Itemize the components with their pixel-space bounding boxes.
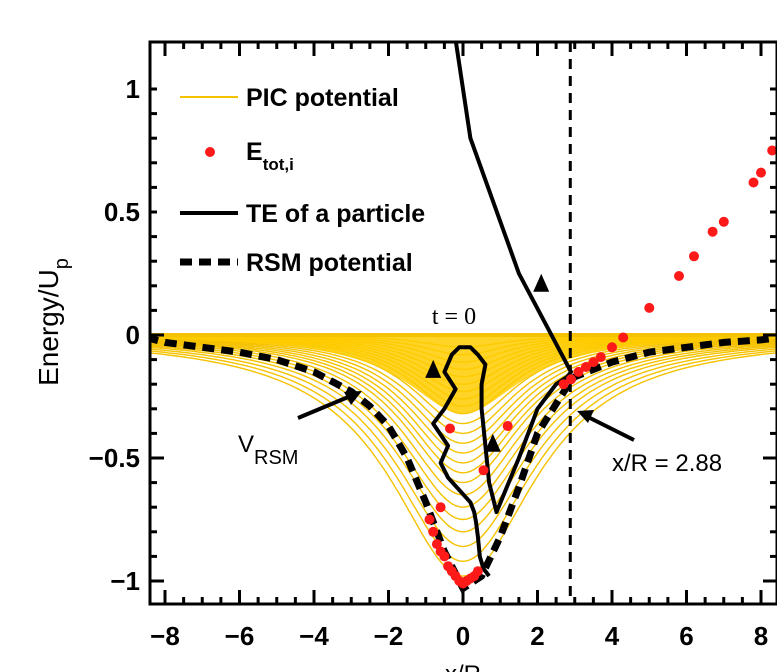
etot-point [573, 366, 584, 377]
annotation-xr: x/R = 2.88 [577, 410, 722, 477]
particle-te-curve [431, 42, 573, 578]
pic-curve [150, 338, 777, 435]
x-axis-label: x/R [445, 661, 481, 672]
etot-point [618, 332, 629, 343]
annotation-t0: t = 0 [432, 304, 476, 330]
particle-direction-arrows [425, 273, 550, 452]
pic-curve [150, 345, 777, 521]
etot-point [689, 251, 699, 262]
x-tick-label: −8 [150, 621, 180, 651]
svg-text:VRSM: VRSM [238, 431, 298, 469]
x-tick-label: 6 [679, 621, 693, 651]
annotation-vrsm: VRSM [238, 391, 362, 469]
legend: PIC potential Etot,i TE of a particle RS… [180, 84, 425, 277]
pic-curve [150, 338, 777, 444]
etot-point [431, 539, 442, 550]
etot-point [502, 421, 513, 431]
etot-point [566, 374, 576, 385]
etot-point [478, 465, 489, 476]
etot-point [435, 502, 446, 513]
x-tick-label: −6 [225, 621, 255, 651]
etot-point [644, 302, 655, 313]
rsm-potential-curve [150, 334, 777, 594]
etot-point [607, 342, 617, 353]
x-tick-label: 4 [605, 621, 620, 651]
etot-point [707, 226, 718, 237]
y-tick-label: 0.5 [104, 197, 140, 227]
legend-label-rsm: RSM potential [246, 249, 413, 277]
etot-point [588, 357, 599, 368]
etot-point [756, 167, 766, 178]
particle-arrow [533, 273, 550, 292]
x-tick-label: 8 [754, 621, 768, 651]
svg-text:x/R = 2.88: x/R = 2.88 [612, 450, 722, 477]
particle-arrow [484, 433, 501, 452]
etot-point [472, 566, 483, 577]
particle-arrow [425, 359, 442, 378]
etot-point [674, 271, 684, 281]
pic-curve [150, 350, 777, 563]
x-tick-label: 2 [530, 621, 544, 651]
y-tick-label: 0 [126, 320, 140, 350]
pic-curve [150, 352, 777, 577]
legend-label-pic: PIC potential [246, 84, 399, 112]
x-tick-label: −4 [299, 621, 329, 651]
pic-curve [150, 339, 777, 454]
legend-swatch-etot [205, 147, 215, 157]
legend-label-etot: Etot,i [246, 138, 294, 174]
y-tick-labels: −1 −0.5 0 0.5 1 [89, 74, 140, 596]
y-tick-label: 1 [126, 74, 140, 104]
pic-curve [150, 344, 777, 508]
y-tick-label: −1 [110, 566, 140, 596]
pic-fill-band [150, 335, 777, 414]
etot-point [595, 352, 606, 363]
y-tick-label: −0.5 [89, 443, 140, 473]
etot-points [424, 145, 777, 589]
etot-point [718, 216, 729, 227]
minor-ticks [150, 42, 777, 604]
x-tick-labels: −8 −6 −4 −2 0 2 4 6 8 [150, 621, 768, 651]
etot-point [558, 379, 569, 390]
etot-point [580, 362, 591, 372]
x-tick-label: 0 [456, 621, 470, 651]
etot-point [445, 423, 455, 434]
svg-text:Energy/Up: Energy/Up [33, 258, 73, 386]
legend-label-te: TE of a particle [246, 200, 425, 228]
x-tick-label: −2 [374, 621, 404, 651]
etot-point [767, 145, 777, 156]
etot-point [424, 514, 435, 525]
etot-point [748, 177, 759, 188]
etot-point [428, 526, 439, 537]
etot-point [439, 551, 450, 562]
pic-curve [150, 346, 777, 533]
y-axis-label: Energy/Up [33, 258, 73, 386]
pic-curve [150, 348, 777, 548]
